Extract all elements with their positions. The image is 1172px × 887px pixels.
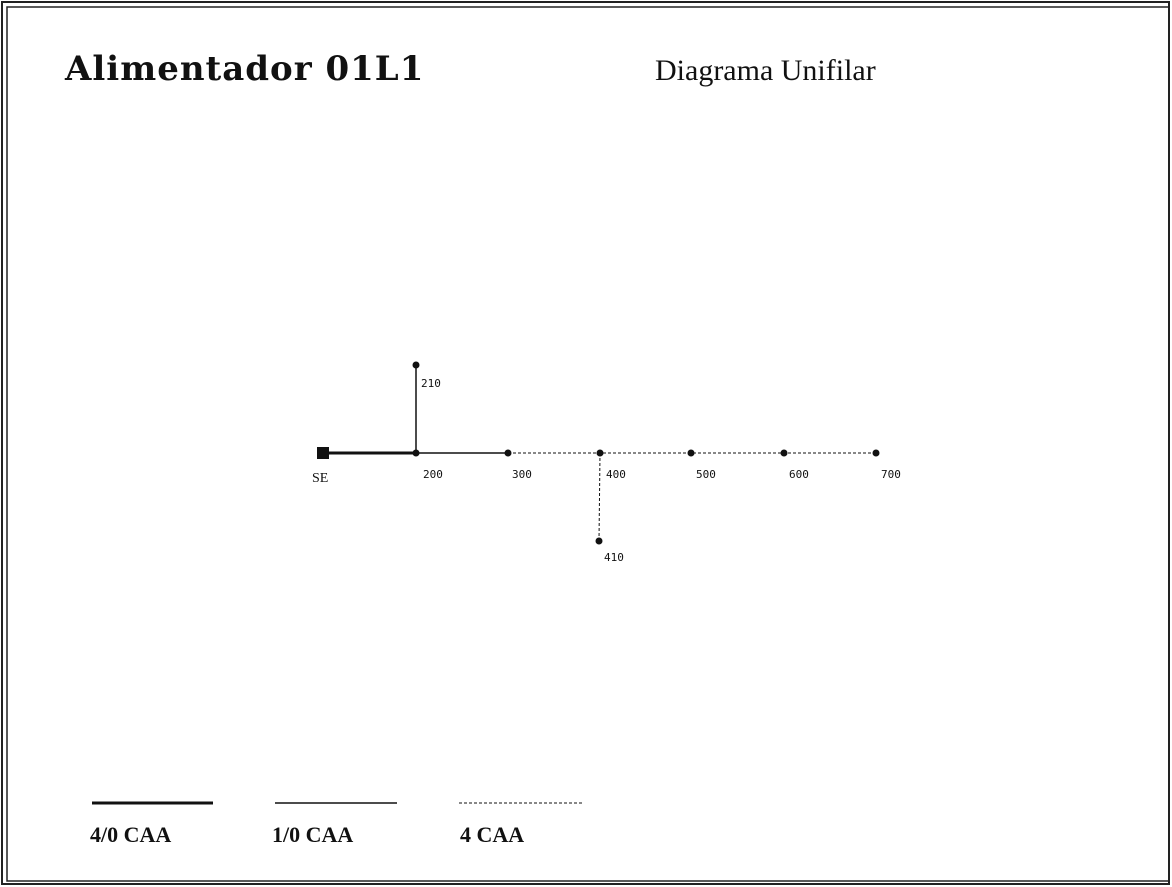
node-label: 410 [604, 551, 624, 564]
legend-label: 4 CAA [460, 822, 524, 847]
node-dot [412, 361, 420, 369]
node-dot [872, 449, 880, 457]
node-label: 300 [512, 468, 532, 481]
legend-label: 1/0 CAA [272, 822, 353, 847]
subtitle: Diagrama Unifilar [655, 54, 876, 87]
node-label: SE [312, 471, 328, 486]
node-dot [687, 449, 695, 457]
node-dot [596, 449, 604, 457]
node-dot [780, 449, 788, 457]
legend-label: 4/0 CAA [90, 822, 171, 847]
edge-4 [598, 452, 601, 542]
node-label: 200 [423, 468, 443, 481]
node-dot [412, 449, 420, 457]
node-label: 210 [421, 377, 441, 390]
title: Alimentador 01L1 [64, 49, 424, 89]
node-dot [595, 537, 603, 545]
frame-inner [6, 6, 1170, 882]
node-dot [504, 449, 512, 457]
node-label: 500 [696, 468, 716, 481]
node-label: 600 [789, 468, 809, 481]
substation [317, 447, 329, 459]
node-label: 700 [881, 468, 901, 481]
node-label: 400 [606, 468, 626, 481]
